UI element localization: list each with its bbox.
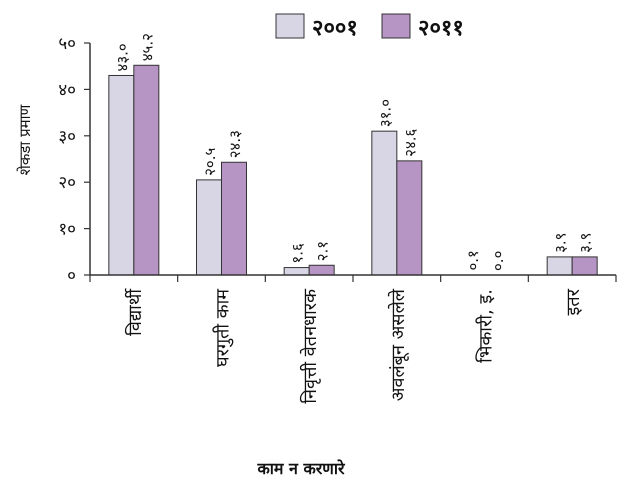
- data-label: ४५.२: [138, 33, 156, 61]
- x-tick-label: घरगुती काम: [212, 288, 234, 367]
- data-label: ०.०: [489, 251, 507, 271]
- bar: [308, 264, 335, 276]
- data-label: ३१.०: [376, 99, 394, 127]
- y-tick-label: ५०: [58, 34, 76, 54]
- y-tick-label: ४०: [58, 80, 76, 100]
- bar: [571, 256, 598, 276]
- data-label: १.६: [289, 243, 307, 264]
- x-tick-label: अवलंबून असलेले: [387, 288, 409, 401]
- data-label: २४.६: [401, 128, 419, 156]
- bar: [546, 256, 573, 276]
- y-tick-label: ३०: [58, 127, 76, 147]
- x-tick-label: भिकारी, इ.: [475, 289, 497, 363]
- bar: [371, 130, 398, 276]
- value-labels: ४३.० ४५.२ २०.५ २४.३ १.६ २.१ ३१.० २४.६ ०.१ ०.० ३.९ ३…: [113, 33, 594, 271]
- y-tick-label: ०: [67, 266, 76, 286]
- bars: [108, 64, 598, 276]
- data-label: २०.५: [201, 148, 219, 176]
- data-label: ०.१: [464, 250, 482, 270]
- y-axis: ० १० २० ३० ४० ५०: [58, 34, 91, 286]
- x-axis-label: काम न करणारे: [256, 459, 346, 478]
- bar: [396, 160, 423, 276]
- bar: [196, 179, 222, 276]
- y-tick-label: १०: [58, 220, 76, 240]
- data-label: २.१: [314, 241, 332, 261]
- y-axis-label: शेकडा प्रमाण: [16, 104, 34, 176]
- x-tick-label: इतर: [563, 288, 584, 315]
- legend-swatch-2011: [381, 13, 411, 39]
- data-label: ३.९: [552, 233, 570, 253]
- data-label: २४.३: [226, 130, 244, 158]
- legend: २००१ २०११: [275, 13, 464, 41]
- bar: [108, 74, 135, 276]
- x-tick-label: निवृत्ती वेतनधारक: [299, 288, 321, 404]
- x-tick-label: विद्यार्थी: [124, 288, 146, 336]
- y-tick-label: २०: [58, 173, 76, 193]
- legend-label-2001: २००१: [312, 16, 358, 41]
- bar: [283, 267, 310, 276]
- bar: [221, 161, 247, 276]
- data-label: ४३.०: [113, 43, 131, 71]
- x-axis: विद्यार्थी घरगुती काम निवृत्ती वेतनधारक अवल…: [89, 274, 617, 404]
- legend-label-2011: २०११: [418, 16, 464, 41]
- bar: [133, 64, 160, 276]
- data-label: ३.९: [577, 233, 595, 253]
- legend-swatch-2001: [275, 13, 305, 39]
